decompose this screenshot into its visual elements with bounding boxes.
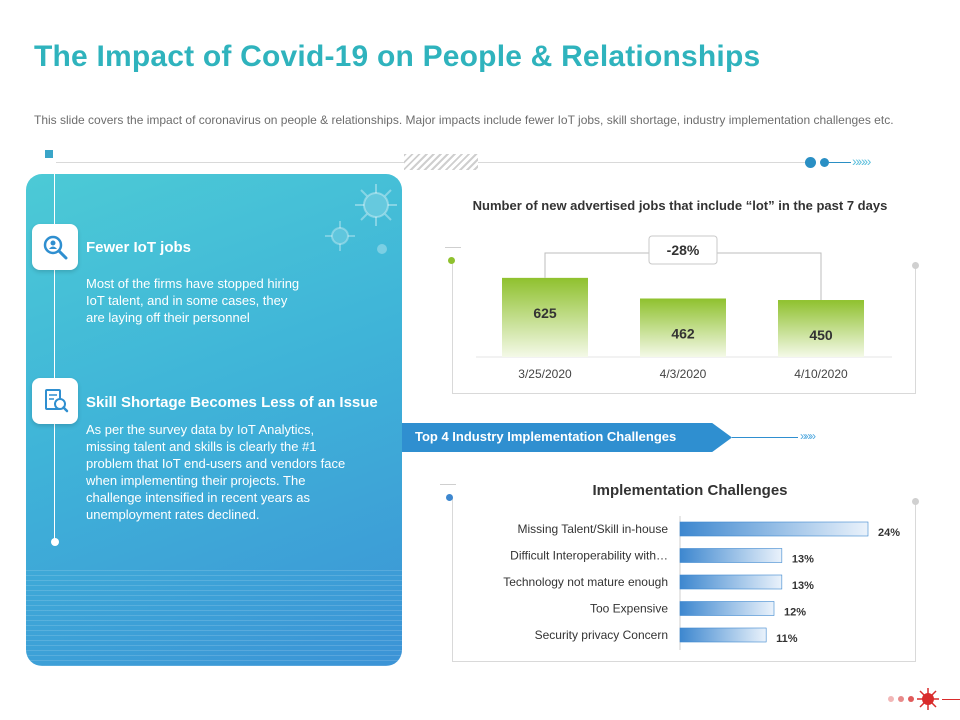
chart-panel [452,498,916,662]
annotation-box [648,235,718,265]
panel-dot [912,262,919,269]
divider-connector [829,162,851,163]
annotation-label: -28% [667,242,700,258]
bar-value-label: 13% [792,554,814,566]
chart-title: Implementation Challenges [592,482,788,499]
panel-dot [912,498,919,505]
chart-panel [452,262,916,394]
bar-value-label: 625 [533,305,557,321]
page-title: The Impact of Covid-19 on People & Relat… [34,40,761,73]
divider-square [45,150,53,158]
panel-tick [445,247,461,248]
virus-icon [917,688,939,710]
panel-dot [448,257,455,264]
search-person-icon [32,224,78,270]
panel-tick [440,484,456,485]
chevrons-icon: »»» [852,153,871,169]
bar-value-label: 450 [809,327,833,343]
timeline-line [54,150,55,542]
left-info-card [26,174,402,666]
bar [679,548,783,563]
panel-dot [446,494,453,501]
bar [502,277,588,357]
bar [679,601,775,616]
bar [778,300,864,357]
x-tick-label: 4/3/2020 [660,367,707,381]
virus-icon [355,184,397,226]
virus-icon [325,221,355,251]
item-title: Fewer IoT jobs [86,239,192,256]
x-tick-label: 3/25/2020 [518,367,572,381]
bar-chart: 625 3/25/2020 462 4/3/2020 450 4/10/2020 -28% [476,235,892,381]
bar-value-label: 24% [878,527,900,539]
horizontal-bar-chart: Missing Talent/Skill in-house 24% Difficul… [503,516,900,650]
bar [679,627,767,643]
hatch-decoration [404,154,478,170]
bar [679,521,869,537]
category-label: Missing Talent/Skill in-house [517,522,668,536]
x-tick-label: 4/10/2020 [794,367,848,381]
category-label: Security privacy Concern [535,628,668,642]
chart-title: Number of new advertised jobs that inclu… [472,198,888,213]
bar-value-label: 12% [784,607,806,619]
item-title: Skill Shortage Becomes Less of an Issue [86,394,378,411]
bar-value-label: 11% [776,633,798,645]
chevrons-icon: »»» [800,429,816,443]
item-text: As per the survey data by IoT Analytics,… [86,422,346,522]
section-banner: Top 4 Industry Implementation Challenges [402,423,732,452]
category-label: Too Expensive [590,602,668,616]
timeline-end-dot [51,538,59,546]
card-stripes [26,566,402,666]
bar [679,574,783,590]
bar-value-label: 13% [792,580,814,592]
category-label: Difficult Interoperability with… [510,549,668,563]
banner-connector [732,437,798,438]
bar [640,298,726,357]
footer-line [942,699,960,700]
virus-icon [377,244,387,254]
divider-dot [820,158,829,167]
document-search-icon [32,378,78,424]
category-label: Technology not mature enough [503,575,668,589]
bar-value-label: 462 [671,326,695,342]
divider-dot [805,157,816,168]
item-text: Most of the firms have stopped hiring Io… [86,276,300,325]
page-subtitle: This slide covers the impact of coronavi… [34,113,894,127]
